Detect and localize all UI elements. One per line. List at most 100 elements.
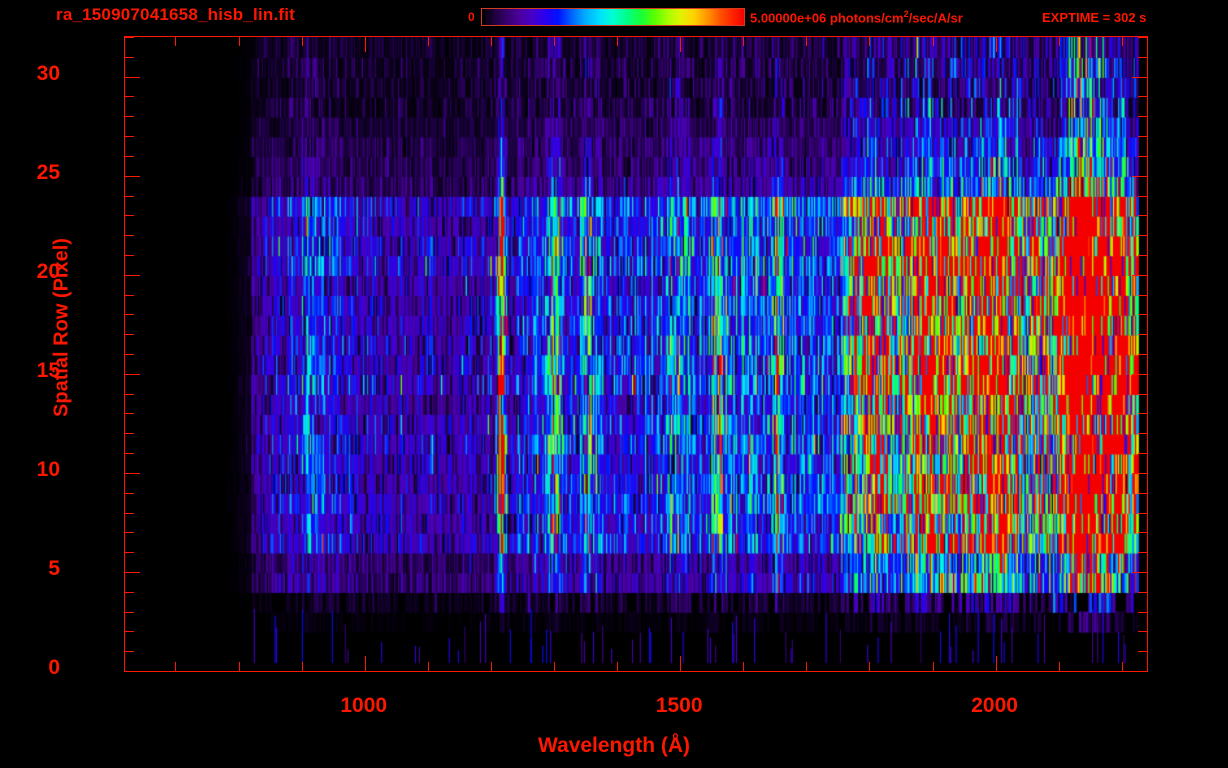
x-tick	[302, 662, 303, 671]
x-tick-top	[617, 37, 618, 46]
y-tick	[125, 37, 134, 38]
y-tick-right	[1132, 77, 1147, 78]
y-tick	[125, 354, 134, 355]
y-axis-label: Spatial Row (Pixel)	[50, 238, 73, 417]
y-tick	[125, 215, 134, 216]
y-tick-label: 10	[36, 457, 60, 481]
colorbar-min-label: 0	[468, 10, 475, 24]
y-tick-right	[1132, 671, 1147, 672]
x-tick	[175, 662, 176, 671]
colorbar-units-exponent: 2	[903, 9, 909, 19]
y-tick	[125, 96, 134, 97]
y-tick	[125, 513, 134, 514]
x-tick-top	[1122, 37, 1123, 46]
x-axis-label: Wavelength (Å)	[537, 734, 691, 757]
y-tick-right	[1138, 57, 1147, 58]
y-tick-right	[1138, 453, 1147, 454]
x-tick	[996, 656, 997, 671]
y-tick-right	[1138, 612, 1147, 613]
y-tick-label: 5	[48, 556, 60, 580]
y-tick-right	[1138, 552, 1147, 553]
x-tick	[428, 662, 429, 671]
y-tick-right	[1132, 572, 1147, 573]
x-tick	[365, 656, 366, 671]
y-tick-right	[1138, 493, 1147, 494]
y-tick-right	[1138, 314, 1147, 315]
y-tick-right	[1132, 374, 1147, 375]
colorbar-units-suffix: /sec/A/sr	[908, 10, 963, 26]
x-tick-top	[996, 37, 997, 52]
x-tick-top	[491, 37, 492, 46]
y-tick-right	[1138, 116, 1147, 117]
y-tick-right	[1138, 394, 1147, 395]
x-tick-label: 1000	[340, 694, 388, 717]
x-tick	[239, 662, 240, 671]
y-tick	[125, 235, 134, 236]
x-tick-top	[933, 37, 934, 46]
y-tick	[125, 275, 140, 276]
y-tick-label: 20	[36, 259, 60, 283]
y-tick	[125, 136, 134, 137]
y-tick	[125, 156, 134, 157]
y-tick-right	[1138, 196, 1147, 197]
y-tick	[125, 196, 134, 197]
y-tick	[125, 314, 134, 315]
y-tick-right	[1132, 176, 1147, 177]
x-tick-top	[743, 37, 744, 46]
x-tick-top	[806, 37, 807, 46]
y-tick	[125, 552, 134, 553]
x-tick	[806, 662, 807, 671]
y-tick	[125, 493, 134, 494]
y-tick	[125, 116, 134, 117]
y-tick-label: 25	[36, 160, 60, 184]
x-tick-top	[239, 37, 240, 46]
colorbar-gradient	[482, 9, 744, 25]
y-tick	[125, 57, 134, 58]
x-tick	[680, 656, 681, 671]
x-tick-top	[554, 37, 555, 46]
y-tick	[125, 612, 134, 613]
y-tick-right	[1138, 96, 1147, 97]
x-tick	[491, 662, 492, 671]
y-tick	[125, 255, 134, 256]
page-title: ra_150907041658_hisb_lin.fit	[56, 5, 296, 24]
x-tick	[554, 662, 555, 671]
y-tick-right	[1138, 513, 1147, 514]
x-tick-label: 2000	[971, 694, 1018, 717]
y-tick	[125, 473, 140, 474]
y-tick-right	[1132, 473, 1147, 474]
y-tick	[125, 374, 140, 375]
y-tick-right	[1138, 235, 1147, 236]
y-tick-right	[1138, 592, 1147, 593]
x-tick-label: 1500	[655, 694, 703, 717]
x-tick-top	[1059, 37, 1060, 46]
y-tick	[125, 433, 134, 434]
y-tick	[125, 631, 134, 632]
y-tick	[125, 532, 134, 533]
y-tick-right	[1138, 433, 1147, 434]
y-tick-right	[1132, 275, 1147, 276]
x-tick	[617, 662, 618, 671]
y-tick	[125, 671, 140, 672]
x-tick	[1059, 662, 1060, 671]
y-tick-right	[1138, 255, 1147, 256]
y-tick	[125, 77, 140, 78]
y-tick	[125, 453, 134, 454]
y-tick-right	[1138, 215, 1147, 216]
y-tick-right	[1138, 631, 1147, 632]
y-tick-label: 15	[36, 358, 60, 382]
x-tick	[933, 662, 934, 671]
y-tick	[125, 176, 140, 177]
y-tick	[125, 592, 134, 593]
x-tick-top	[680, 37, 681, 52]
plot-frame	[124, 36, 1148, 672]
x-tick-top	[365, 37, 366, 52]
spectrogram-heatmap	[125, 37, 1147, 671]
colorbar-max-label: 5.00000e+06 photons/cm2/sec/A/sr	[750, 9, 963, 25]
x-tick-top	[302, 37, 303, 46]
y-tick-right	[1138, 354, 1147, 355]
x-tick	[743, 662, 744, 671]
x-tick-top	[869, 37, 870, 46]
y-tick-right	[1138, 37, 1147, 38]
y-tick-right	[1138, 334, 1147, 335]
